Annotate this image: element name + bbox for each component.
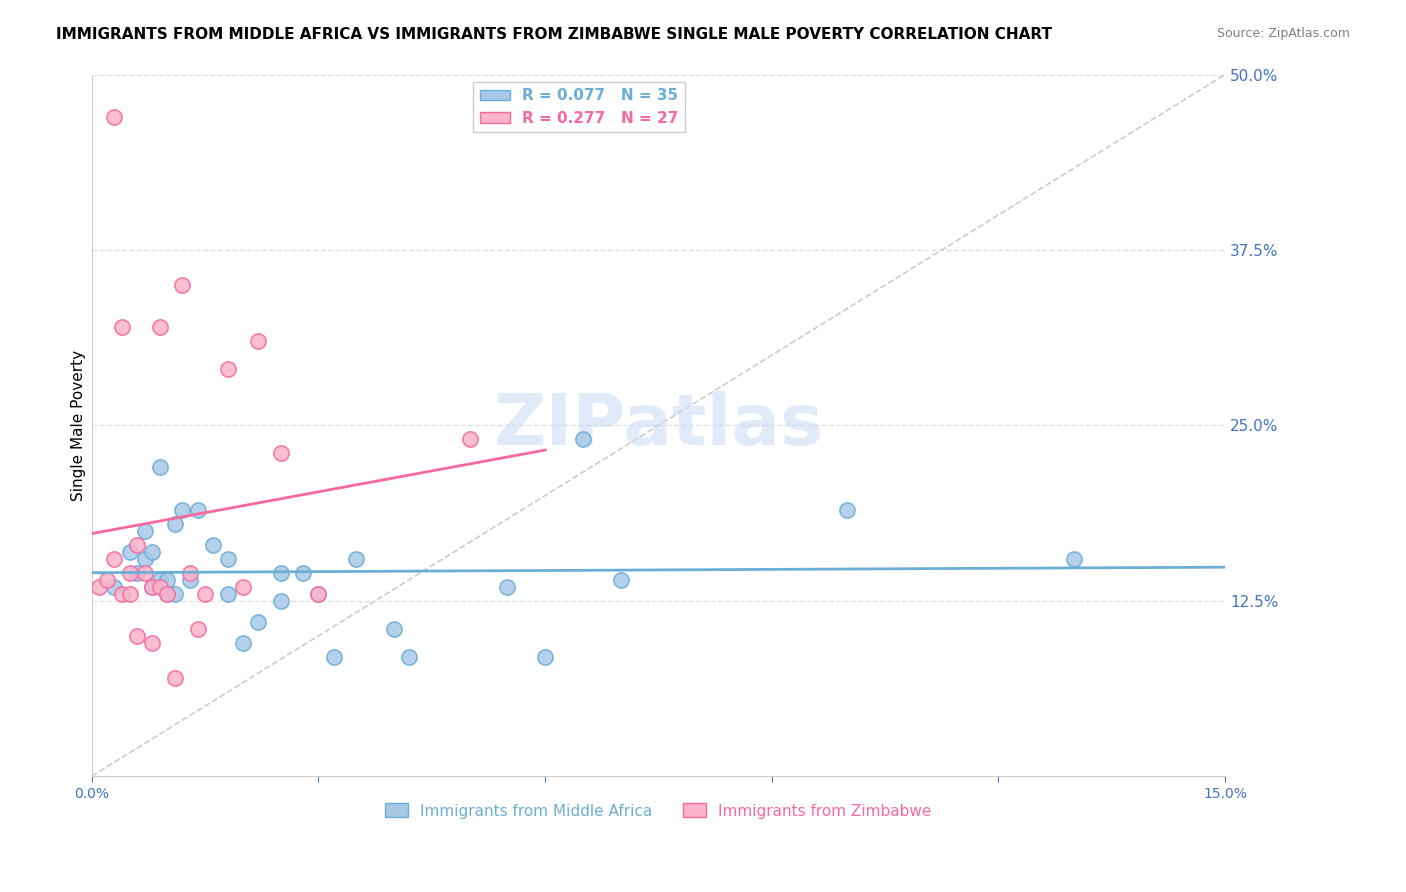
Point <box>496 580 519 594</box>
Point <box>118 587 141 601</box>
Point <box>103 551 125 566</box>
Point <box>163 516 186 531</box>
Point <box>127 629 149 643</box>
Text: IMMIGRANTS FROM MIDDLE AFRICA VS IMMIGRANTS FROM ZIMBABWE SINGLE MALE POVERTY CO: IMMIGRANTS FROM MIDDLE AFRICA VS IMMIGRA… <box>56 27 1052 42</box>
Point <box>1063 551 1085 566</box>
Point <box>134 566 156 580</box>
Point <box>156 587 179 601</box>
Point <box>344 551 367 566</box>
Point <box>111 587 134 601</box>
Point <box>382 622 405 636</box>
Point <box>308 587 330 601</box>
Point <box>179 566 201 580</box>
Point <box>149 320 172 334</box>
Point <box>172 502 194 516</box>
Point <box>232 580 254 594</box>
Point <box>609 573 631 587</box>
Point <box>156 587 179 601</box>
Point <box>247 615 270 629</box>
Point <box>398 649 420 664</box>
Point <box>232 636 254 650</box>
Point <box>134 524 156 538</box>
Point <box>96 573 118 587</box>
Y-axis label: Single Male Poverty: Single Male Poverty <box>72 350 86 501</box>
Point <box>103 110 125 124</box>
Point <box>118 566 141 580</box>
Text: Source: ZipAtlas.com: Source: ZipAtlas.com <box>1216 27 1350 40</box>
Point <box>127 566 149 580</box>
Point <box>163 671 186 685</box>
Point <box>217 551 239 566</box>
Point <box>141 580 163 594</box>
Legend: Immigrants from Middle Africa, Immigrants from Zimbabwe: Immigrants from Middle Africa, Immigrant… <box>380 797 938 825</box>
Point <box>322 649 344 664</box>
Point <box>194 587 217 601</box>
Point <box>292 566 315 580</box>
Point <box>187 502 209 516</box>
Point <box>270 593 292 607</box>
Point <box>111 320 134 334</box>
Point <box>141 544 163 558</box>
Point <box>172 278 194 293</box>
Point <box>141 580 163 594</box>
Point <box>572 433 595 447</box>
Point <box>247 334 270 348</box>
Point <box>127 538 149 552</box>
Point <box>118 544 141 558</box>
Point <box>837 502 859 516</box>
Point <box>134 551 156 566</box>
Point <box>308 587 330 601</box>
Point <box>141 636 163 650</box>
Point <box>89 580 111 594</box>
Point <box>163 587 186 601</box>
Point <box>270 566 292 580</box>
Point <box>187 622 209 636</box>
Point <box>149 573 172 587</box>
Point <box>270 446 292 460</box>
Point <box>149 580 172 594</box>
Point <box>149 460 172 475</box>
Point <box>217 587 239 601</box>
Point <box>201 538 224 552</box>
Point <box>534 649 557 664</box>
Point <box>458 433 481 447</box>
Point <box>156 573 179 587</box>
Point <box>179 573 201 587</box>
Point <box>217 362 239 376</box>
Point <box>103 580 125 594</box>
Text: ZIPatlas: ZIPatlas <box>494 391 824 460</box>
